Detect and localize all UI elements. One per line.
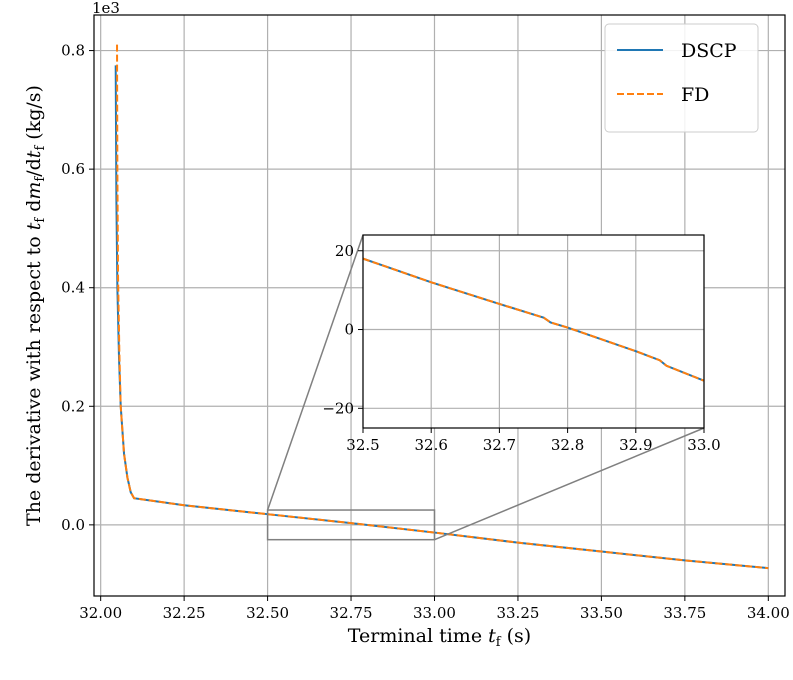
main-x-tick-label: 32.25 — [163, 604, 206, 622]
main-x-ticks: 32.00 32.25 32.50 32.75 33.00 33.25 33.50 33.75… — [79, 596, 790, 622]
main-series-line-fd — [116, 44, 769, 570]
inset-x-tick-label: 33.0 — [687, 436, 720, 454]
inset-y-tick-label: −20 — [322, 399, 354, 417]
inset-y-tick-label: 20 — [335, 242, 354, 260]
main-x-tick-label: 32.50 — [246, 604, 289, 622]
zoom-connector — [434, 427, 705, 541]
inset-y-ticks: 20 0 −20 — [322, 242, 363, 417]
main-x-tick-label: 33.25 — [496, 604, 539, 622]
main-y-tick-label: 0.4 — [61, 279, 85, 297]
main-y-tick-label: 0.0 — [61, 516, 85, 534]
inset-series — [363, 257, 704, 382]
inset-y-tick-label: 0 — [344, 321, 354, 339]
inset-x-ticks: 32.5 32.6 32.7 32.8 32.9 33.0 — [346, 428, 721, 454]
inset-x-tick-label: 32.9 — [619, 436, 652, 454]
inset-background — [363, 235, 704, 428]
inset-x-tick-label: 32.7 — [483, 436, 516, 454]
main-plot-frame — [93, 14, 786, 597]
main-x-tick-label: 33.50 — [580, 604, 623, 622]
y-offset-text: 1e3 — [92, 0, 120, 17]
y-axis-title: The derivative with respect to tf dmf/dt… — [23, 85, 48, 526]
main-series — [114, 44, 769, 570]
legend-label-dscp: DSCP — [681, 40, 737, 62]
inset-series-line-dscp — [363, 257, 704, 382]
x-axis-title: Terminal time tf (s) — [348, 625, 531, 650]
zoom-indicator — [266, 234, 705, 541]
main-y-ticks: 0.0 0.2 0.4 0.6 0.8 — [61, 42, 94, 534]
main-x-tick-label: 33.00 — [413, 604, 456, 622]
inset-x-tick-label: 32.8 — [551, 436, 584, 454]
zoom-connector — [266, 234, 364, 511]
main-x-tick-label: 32.00 — [79, 604, 122, 622]
main-x-tick-label: 33.75 — [663, 604, 706, 622]
main-y-tick-label: 0.2 — [61, 397, 85, 415]
inset-x-tick-label: 32.5 — [346, 436, 379, 454]
main-x-tick-label: 32.75 — [330, 604, 373, 622]
main-y-tick-label: 0.8 — [61, 42, 85, 60]
legend-label-fd: FD — [681, 84, 709, 106]
main-y-tick-label: 0.6 — [61, 160, 85, 178]
zoom-rectangle — [266, 509, 436, 541]
legend: DSCP FD — [604, 23, 759, 133]
inset-plot-frame — [362, 234, 705, 429]
inset-axes: 32.5 32.6 32.7 32.8 32.9 33.0 20 0 −20 — [322, 234, 721, 454]
main-x-tick-label: 34.00 — [747, 604, 790, 622]
inset-x-tick-label: 32.6 — [414, 436, 447, 454]
